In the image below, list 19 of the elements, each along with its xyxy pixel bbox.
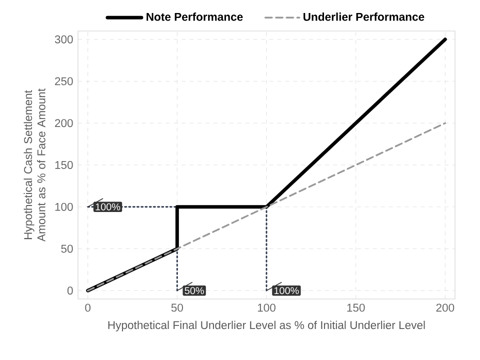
x-tick-label: 150	[347, 304, 365, 312]
y-axis-title: Hypothetical Cash Settlement Amount as % of Face Amount	[24, 88, 46, 242]
legend-label: Note Performance	[146, 12, 243, 21]
annotation: 100%	[96, 203, 120, 210]
y-tick-label: 150	[55, 161, 73, 169]
y-tick-label: 0	[67, 286, 73, 295]
legend-label: Underlier Performance	[304, 12, 424, 21]
x-axis-title: Hypothetical Final Underlier Level as % of Initial Underlier Level	[108, 320, 425, 332]
annotation: 100%	[274, 287, 299, 294]
y-tick-label: 200	[55, 119, 73, 128]
x-tick-label: 200	[436, 304, 454, 312]
x-tick-label: 50	[171, 304, 183, 312]
y-tick-label: 100	[55, 202, 73, 211]
y-tick-label: 250	[55, 77, 73, 86]
y-tick-label: 300	[54, 35, 73, 44]
y-tick-label: 50	[61, 244, 73, 253]
x-tick-label: 100	[258, 304, 276, 312]
x-tick-label: 0	[85, 304, 91, 312]
annotation: 50%	[184, 287, 204, 294]
